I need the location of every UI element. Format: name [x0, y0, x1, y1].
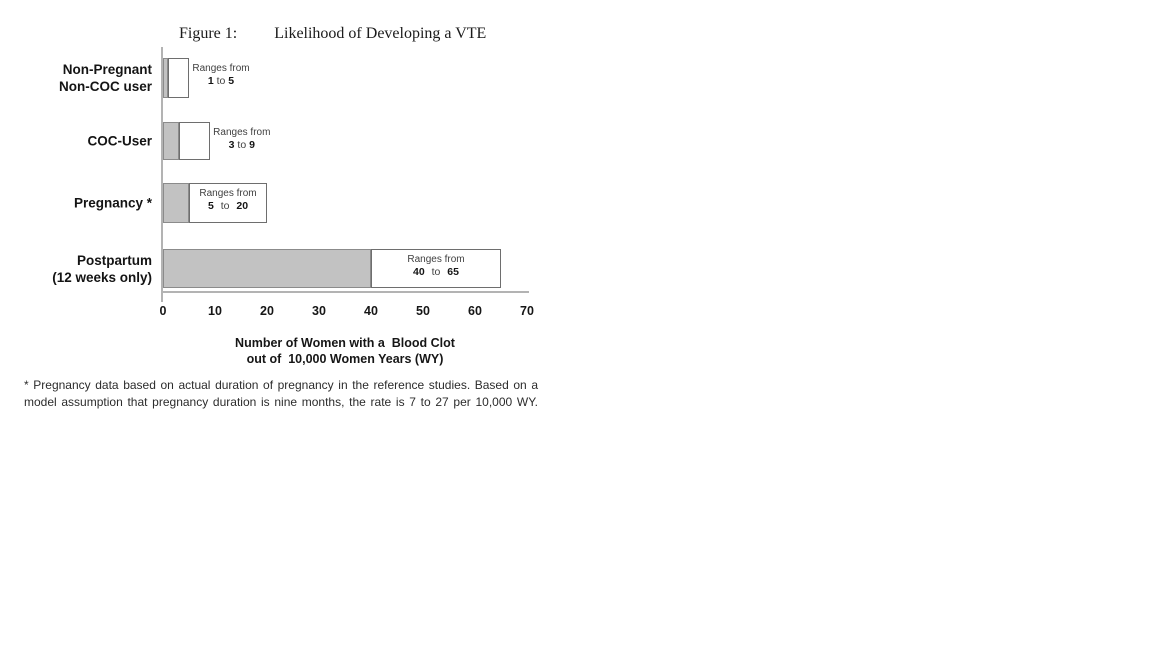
range-annotation: Ranges from 1 to 5 [192, 62, 250, 88]
range-annotation-values: 5 to 20 [189, 200, 267, 213]
range-high-value: 9 [249, 139, 255, 151]
range-high-value: 5 [228, 75, 235, 87]
bar-low-segment [163, 183, 189, 223]
range-low-value: 1 [207, 75, 214, 87]
x-tick-label: 50 [416, 304, 430, 318]
footnote: * Pregnancy data based on actual duratio… [24, 377, 538, 410]
range-annotation-values: 1 to 5 [192, 75, 250, 88]
range-annotation: Ranges from 5 to 20 [189, 187, 267, 213]
range-low-value: 40 [413, 266, 425, 278]
footnote-line1: * Pregnancy data based on actual duratio… [24, 378, 538, 392]
figure-title-text: Likelihood of Developing a VTE [274, 25, 487, 42]
bar-range-box [189, 183, 267, 223]
x-axis-caption: Number of Women with a Blood Clot out of… [162, 335, 528, 367]
x-tick-label: 10 [208, 304, 222, 318]
category-label-line: Non-Pregnant [62, 62, 152, 77]
range-low-value: 5 [207, 200, 214, 212]
x-tick-label: 40 [364, 304, 378, 318]
x-tick-label: 60 [468, 304, 482, 318]
footnote-line2: model assumption that pregnancy duration… [24, 394, 538, 409]
bar-range-box [178, 122, 210, 160]
x-axis-line [161, 291, 529, 293]
range-to-text: to [424, 266, 448, 278]
category-label: Postpartum (12 weeks only) [0, 252, 152, 286]
category-label-line: Postpartum [76, 252, 152, 268]
bar-low-segment [163, 58, 169, 98]
bar-range-box [371, 249, 501, 288]
x-tick-label: 30 [312, 304, 326, 318]
category-label: Non-Pregnant Non-COC user [0, 61, 152, 95]
figure-title: Figure 1: Likelihood of Developing a VTE [179, 25, 486, 43]
x-tick-label: 70 [520, 304, 534, 318]
bar-low-segment [163, 122, 179, 160]
category-label-line: (12 weeks only) [52, 269, 152, 285]
range-to-text: to [234, 139, 250, 151]
figure-label: Figure 1: [179, 25, 238, 42]
range-annotation-values: 3 to 9 [213, 139, 271, 152]
category-label: Pregnancy * [0, 195, 152, 212]
x-tick-label: 20 [260, 304, 274, 318]
range-annotation: Ranges from 40 to 65 [371, 253, 501, 279]
y-axis-line [161, 47, 163, 302]
range-annotation-prefix: Ranges from [192, 63, 250, 74]
category-label: COC-User [0, 133, 152, 150]
range-annotation-values: 40 to 65 [371, 266, 501, 279]
range-to-text: to [213, 75, 229, 87]
range-high-value: 65 [447, 266, 459, 278]
range-annotation-prefix: Ranges from [213, 127, 271, 138]
category-label-line: Pregnancy * [73, 195, 152, 211]
bar-range-box [168, 58, 189, 98]
range-low-value: 3 [228, 139, 235, 151]
x-axis-caption-line2: out of 10,000 Women Years (WY) [246, 352, 444, 366]
range-annotation-prefix: Ranges from [199, 188, 257, 199]
category-label-line: Non-COC user [58, 79, 152, 94]
x-tick-label: 0 [159, 304, 167, 318]
x-axis-caption-line1: Number of Women with a Blood Clot [235, 336, 455, 350]
range-to-text: to [213, 200, 237, 212]
range-high-value: 20 [236, 200, 249, 212]
range-annotation: Ranges from 3 to 9 [213, 126, 271, 152]
bar-low-segment [163, 249, 371, 288]
range-annotation-prefix: Ranges from [407, 254, 465, 265]
category-label-line: COC-User [87, 133, 152, 149]
